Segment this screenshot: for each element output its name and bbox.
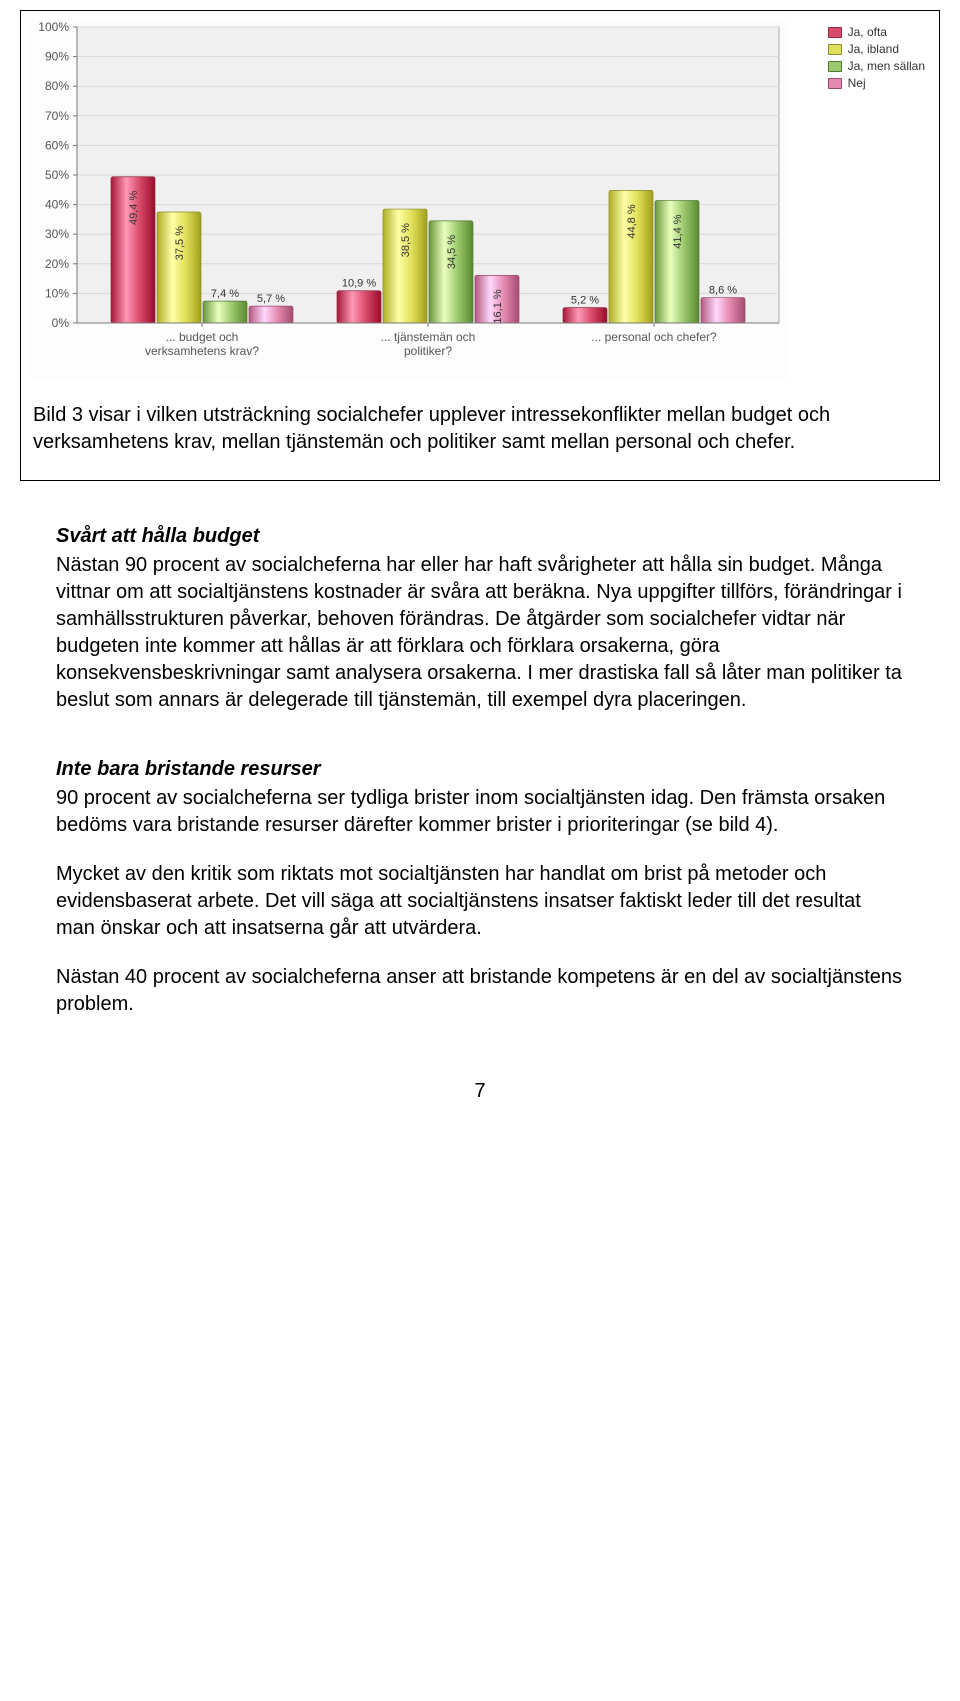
chart-legend: Ja, ofta Ja, ibland Ja, men sällan Nej	[818, 19, 931, 99]
page-number: 7	[56, 1078, 904, 1105]
legend-swatch	[828, 27, 842, 38]
svg-text:... personal och chefer?: ... personal och chefer?	[591, 330, 717, 344]
svg-text:41,4 %: 41,4 %	[672, 214, 684, 248]
legend-swatch	[828, 61, 842, 72]
legend-swatch	[828, 78, 842, 89]
svg-text:politiker?: politiker?	[404, 344, 452, 358]
legend-item: Ja, men sällan	[828, 59, 925, 73]
bar-chart: 0% 10% 20% 30% 40% 50% 60% 70% 80% 90% 100% 49,4 % 3…	[29, 19, 818, 384]
section2-p1: 90 procent av socialcheferna ser tydliga…	[56, 785, 904, 839]
svg-text:50%: 50%	[45, 168, 69, 182]
svg-text:49,4 %: 49,4 %	[128, 191, 140, 225]
legend-item: Ja, ibland	[828, 42, 925, 56]
svg-text:16,1 %: 16,1 %	[492, 289, 504, 323]
legend-swatch	[828, 44, 842, 55]
legend-label: Ja, ibland	[848, 42, 899, 56]
document-body: Svårt att hålla budget Nästan 90 procent…	[0, 523, 960, 1135]
chart-frame: 0% 10% 20% 30% 40% 50% 60% 70% 80% 90% 100% 49,4 % 3…	[20, 10, 940, 481]
section-header-1: Svårt att hålla budget	[56, 523, 904, 550]
section2-p2: Mycket av den kritik som riktats mot soc…	[56, 861, 904, 942]
svg-text:8,6 %: 8,6 %	[709, 285, 737, 297]
svg-text:80%: 80%	[45, 79, 69, 93]
chart-caption: Bild 3 visar i vilken utsträckning socia…	[29, 384, 931, 456]
svg-text:34,5 %: 34,5 %	[446, 235, 458, 269]
svg-text:5,7 %: 5,7 %	[257, 293, 285, 305]
svg-text:... budget och: ... budget och	[166, 330, 239, 344]
legend-item: Ja, ofta	[828, 25, 925, 39]
svg-text:10,9 %: 10,9 %	[342, 278, 376, 290]
section1-body: Nästan 90 procent av socialcheferna har …	[56, 552, 904, 714]
svg-text:5,2 %: 5,2 %	[571, 295, 599, 307]
svg-text:0%: 0%	[52, 316, 70, 330]
svg-text:10%: 10%	[45, 286, 69, 300]
svg-text:verksamhetens krav?: verksamhetens krav?	[145, 344, 259, 358]
svg-text:70%: 70%	[45, 109, 69, 123]
section2-p3: Nästan 40 procent av socialcheferna anse…	[56, 964, 904, 1018]
legend-label: Nej	[848, 76, 866, 90]
svg-text:100%: 100%	[38, 20, 69, 34]
legend-item: Nej	[828, 76, 925, 90]
svg-text:20%: 20%	[45, 257, 69, 271]
svg-text:37,5 %: 37,5 %	[174, 226, 186, 260]
svg-text:44,8 %: 44,8 %	[626, 204, 638, 238]
svg-text:40%: 40%	[45, 198, 69, 212]
section-header-2: Inte bara bristande resurser	[56, 756, 904, 783]
svg-text:38,5 %: 38,5 %	[400, 223, 412, 257]
legend-label: Ja, ofta	[848, 25, 887, 39]
svg-text:60%: 60%	[45, 138, 69, 152]
svg-text:... tjänstemän och: ... tjänstemän och	[381, 330, 476, 344]
svg-text:7,4 %: 7,4 %	[211, 288, 239, 300]
legend-label: Ja, men sällan	[848, 59, 925, 73]
svg-text:90%: 90%	[45, 50, 69, 64]
svg-text:30%: 30%	[45, 227, 69, 241]
